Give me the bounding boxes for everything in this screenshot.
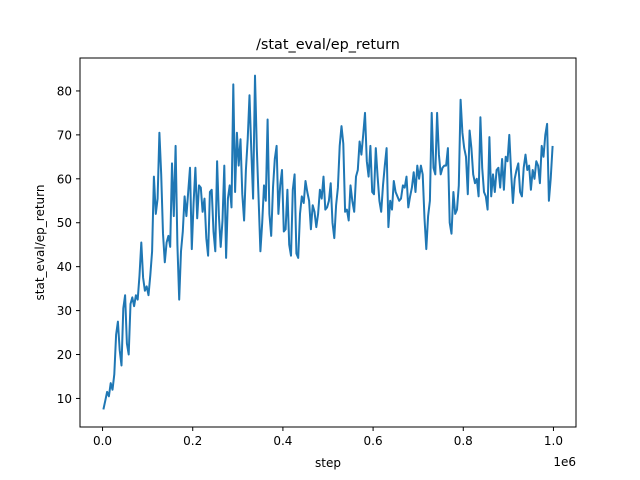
x-tick-label: 0.0 (93, 434, 112, 448)
y-tick-label: 30 (57, 304, 72, 318)
x-axis-offset-label: 1e6 (553, 455, 576, 469)
x-tick-label: 0.8 (454, 434, 473, 448)
chart-title: /stat_eval/ep_return (256, 37, 400, 53)
x-tick-label: 0.2 (183, 434, 202, 448)
y-tick-label: 20 (57, 348, 72, 362)
x-tick-label: 1.0 (544, 434, 563, 448)
y-axis-label: stat_eval/ep_return (33, 185, 47, 301)
x-tick-label: 0.4 (273, 434, 292, 448)
y-tick-label: 40 (57, 260, 72, 274)
y-tick-label: 10 (57, 392, 72, 406)
y-tick-label: 70 (57, 128, 72, 142)
x-axis-ticks: 0.0 0.2 0.4 0.6 0.8 1.0 (93, 427, 563, 448)
y-tick-label: 50 (57, 216, 72, 230)
x-axis-label: step (315, 456, 341, 470)
series-line-0 (102, 74, 554, 410)
y-tick-label: 60 (57, 172, 72, 186)
y-tick-label: 80 (57, 84, 72, 98)
plot-marks (102, 74, 554, 410)
y-axis-ticks: 10 20 30 40 50 60 70 80 (57, 84, 80, 406)
x-tick-label: 0.6 (364, 434, 383, 448)
plot-frame (79, 57, 577, 428)
